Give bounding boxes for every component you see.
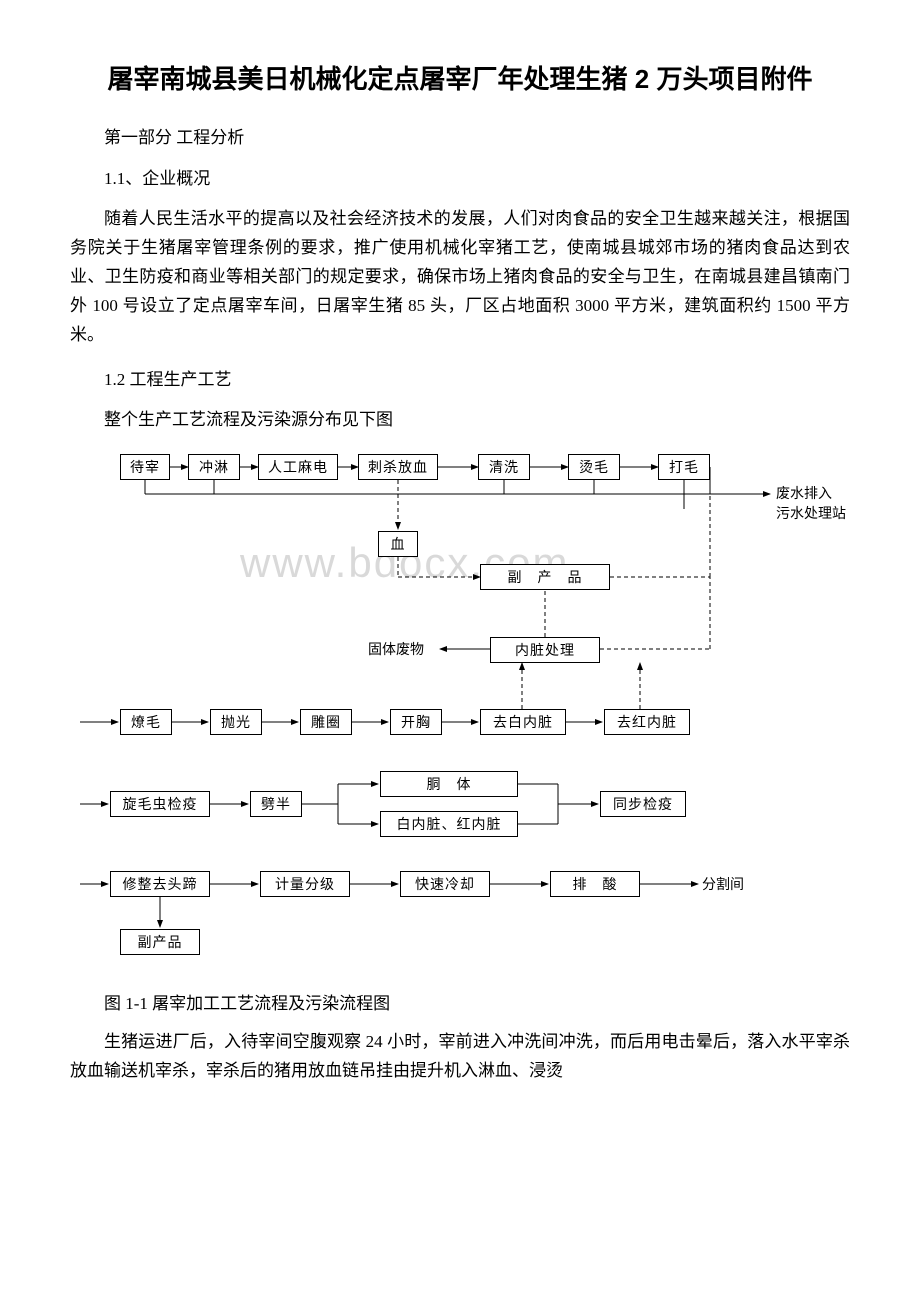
node-baihong: 白内脏、红内脏 xyxy=(380,811,518,837)
paragraph-overview: 随着人民生活水平的提高以及社会经济技术的发展，人们对肉食品的安全卫生越来越关注，… xyxy=(70,205,850,349)
node-qingxi: 清洗 xyxy=(478,454,530,480)
figure-caption: 图 1-1 屠宰加工工艺流程及污染流程图 xyxy=(70,989,850,1014)
node-madian: 人工麻电 xyxy=(258,454,338,480)
section-heading-1-1: 1.1、企业概况 xyxy=(70,164,850,189)
node-xuanmao: 旋毛虫检疫 xyxy=(110,791,210,817)
node-neizang: 内脏处理 xyxy=(490,637,600,663)
node-qubai: 去白内脏 xyxy=(480,709,566,735)
node-liaomao: 燎毛 xyxy=(120,709,172,735)
label-solid-waste: 固体废物 xyxy=(368,641,424,661)
node-diaoquan: 雕圈 xyxy=(300,709,352,735)
paragraph-process-desc: 生猪运进厂后，入待宰间空腹观察 24 小时，宰前进入冲洗间冲洗，而后用电击晕后，… xyxy=(70,1028,850,1086)
document-title: 屠宰南城县美日机械化定点屠宰厂年处理生猪 2 万头项目附件 xyxy=(70,60,850,99)
node-piban: 劈半 xyxy=(250,791,302,817)
node-quhong: 去红内脏 xyxy=(604,709,690,735)
node-dongti: 胴 体 xyxy=(380,771,518,797)
label-wastewater-1: 废水排入 xyxy=(776,485,832,505)
node-paisuan: 排 酸 xyxy=(550,871,640,897)
node-fucp2: 副产品 xyxy=(120,929,200,955)
node-cisha: 刺杀放血 xyxy=(358,454,438,480)
node-fuchanpin: 副 产 品 xyxy=(480,564,610,590)
process-flowchart: www.bdocx.com xyxy=(70,449,850,969)
node-chonglin: 冲淋 xyxy=(188,454,240,480)
node-lengque: 快速冷却 xyxy=(400,871,490,897)
node-xue: 血 xyxy=(378,531,418,557)
label-fengejian: 分割间 xyxy=(702,876,744,896)
label-wastewater-2: 污水处理站 xyxy=(776,505,846,525)
section-heading-1-2: 1.2 工程生产工艺 xyxy=(70,365,850,390)
node-jiliang: 计量分级 xyxy=(260,871,350,897)
node-tangmao: 烫毛 xyxy=(568,454,620,480)
node-tongbu: 同步检疫 xyxy=(600,791,686,817)
node-xiuzheng: 修整去头蹄 xyxy=(110,871,210,897)
node-daizai: 待宰 xyxy=(120,454,170,480)
node-paoguang: 抛光 xyxy=(210,709,262,735)
node-kaixiong: 开胸 xyxy=(390,709,442,735)
node-damao: 打毛 xyxy=(658,454,710,480)
paragraph-process-intro: 整个生产工艺流程及污染源分布见下图 xyxy=(70,406,850,435)
section-heading-part1: 第一部分 工程分析 xyxy=(70,123,850,148)
